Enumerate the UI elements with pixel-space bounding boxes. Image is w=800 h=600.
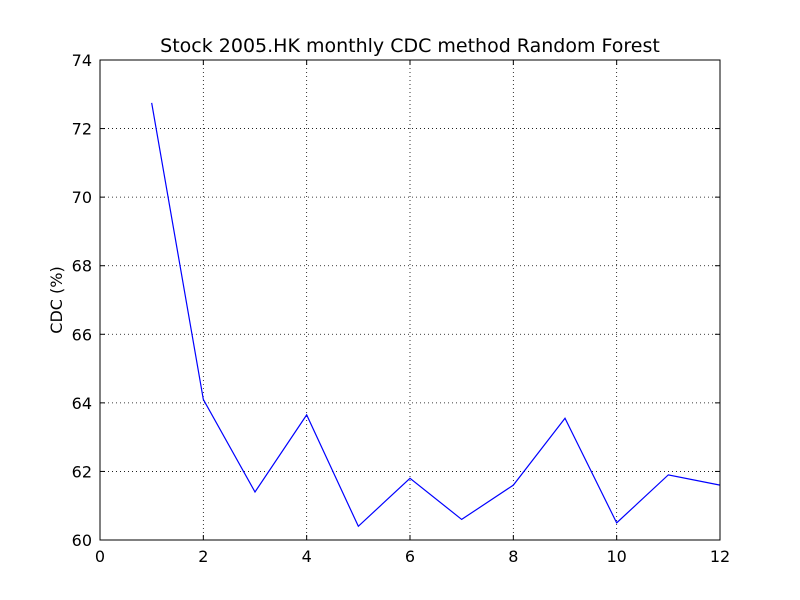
- y-tick-label: 66: [72, 325, 92, 344]
- x-tick-label: 8: [508, 547, 518, 566]
- x-tick-label: 6: [405, 547, 415, 566]
- x-tick-label: 12: [710, 547, 730, 566]
- axis-ticks: [99, 59, 721, 541]
- x-tick-label: 10: [606, 547, 626, 566]
- x-tick-label: 0: [95, 547, 105, 566]
- series-line-0: [151, 102, 721, 528]
- series-layer: [151, 102, 721, 528]
- x-tick-label: 2: [198, 547, 208, 566]
- y-tick-label: 68: [72, 257, 92, 276]
- y-tick-label: 60: [72, 531, 92, 550]
- chart-title: Stock 2005.HK monthly CDC method Random …: [160, 35, 660, 57]
- y-tick-label: 70: [72, 188, 92, 207]
- grid-lines: [100, 60, 720, 540]
- y-tick-label: 62: [72, 462, 92, 481]
- y-tick-label: 72: [72, 120, 92, 139]
- y-tick-label: 64: [72, 394, 92, 413]
- y-axis-label: CDC (%): [47, 266, 66, 333]
- y-tick-label: 74: [72, 51, 92, 70]
- x-tick-label: 4: [302, 547, 312, 566]
